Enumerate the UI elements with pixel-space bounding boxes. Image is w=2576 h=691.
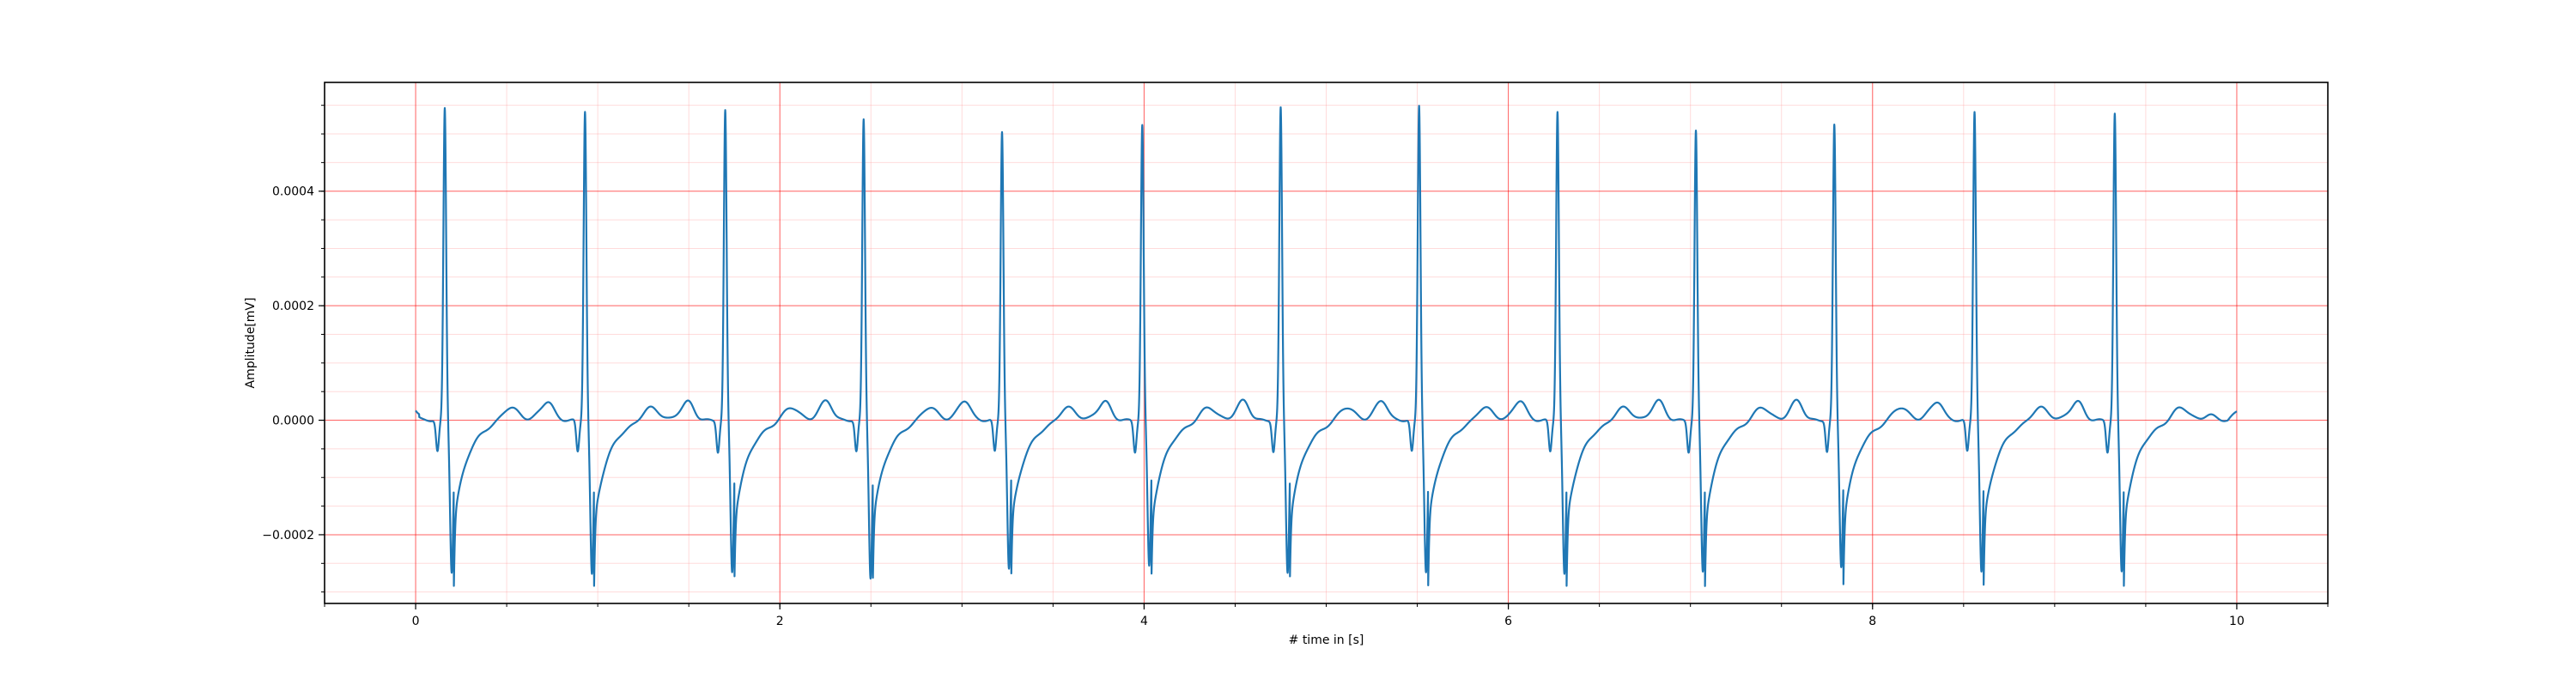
y-tick-label: 0.0002 [272,300,314,313]
x-axis-label: # time in [s] [1289,633,1364,647]
x-tick-label: 0 [412,615,420,628]
y-tick-label: 0.0000 [272,415,314,428]
x-tick-label: 4 [1140,615,1148,628]
major-grid [325,82,2328,603]
x-axis-ticks: 0 2 4 6 8 10 [324,603,2329,628]
x-tick-label: 6 [1504,615,1512,628]
plot-series [415,105,2238,587]
y-axis-ticks: −0.0002 0.0000 0.0002 0.0004 [262,105,325,593]
x-tick-label: 10 [2229,615,2245,628]
x-tick-label: 8 [1868,615,1876,628]
y-tick-label: 0.0004 [272,185,314,199]
y-tick-label: −0.0002 [262,529,314,542]
y-axis-label: Amplitude[mV] [244,298,258,389]
ecg-series-line [415,105,2238,587]
x-tick-label: 2 [776,615,784,628]
